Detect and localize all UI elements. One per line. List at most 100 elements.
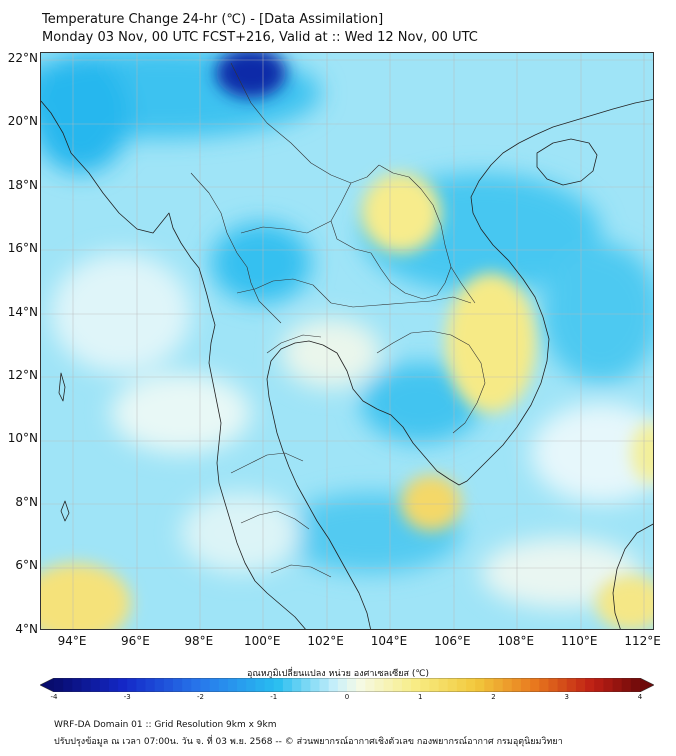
colorbar-segment — [347, 678, 357, 692]
colorbar-segment — [420, 678, 430, 692]
lon-label: 98°E — [184, 634, 214, 648]
colorbar-extend-low — [40, 678, 54, 692]
colorbar-segment — [319, 678, 330, 692]
island-hainan — [536, 138, 598, 186]
colorbar-segment — [475, 678, 485, 692]
colorbar-segment — [301, 678, 311, 692]
colorbar-segment — [282, 678, 293, 692]
colorbar-segment — [621, 678, 632, 692]
colorbar-segment — [246, 678, 256, 692]
lat-label: 10°N — [7, 431, 38, 446]
colorbar-segment — [612, 678, 623, 692]
border-cambodia-vietnam — [376, 330, 486, 434]
border-malaysia — [240, 510, 310, 530]
colorbar-segment — [328, 678, 339, 692]
colorbar-segment — [411, 678, 421, 692]
field-neutral-west — [51, 253, 191, 373]
colorbar-segment — [575, 678, 586, 692]
colorbar-segment — [520, 678, 531, 692]
lon-label: 110°E — [560, 634, 598, 648]
colorbar-tick-label: 2 — [491, 693, 496, 701]
colorbar-tick-label: 3 — [564, 693, 569, 701]
border-laos-vietnam — [378, 164, 476, 304]
island-nicobar — [60, 500, 70, 522]
footer-model-info: WRF-DA Domain 01 :: Grid Resolution 9km … — [54, 720, 277, 730]
lat-label: 14°N — [7, 304, 38, 319]
borders — [190, 62, 486, 578]
lon-label: 112°E — [624, 634, 661, 648]
field-warm-southeast — [596, 575, 653, 629]
lon-label: 104°E — [370, 634, 408, 648]
colorbar-segment — [209, 678, 220, 692]
border-myanmar-thailand — [190, 172, 282, 324]
field-warm-vietnam — [446, 273, 536, 413]
colorbar-segment — [173, 678, 183, 692]
colorbar-segment — [374, 678, 385, 692]
lat-label: 18°N — [7, 177, 38, 192]
colorbar-extend-high — [640, 678, 654, 692]
chart-subtitle: Monday 03 Nov, 00 UTC FCST+216, Valid at… — [42, 30, 478, 45]
lat-label: 8°N — [15, 494, 38, 509]
colorbar-tick-label: 1 — [418, 693, 423, 701]
colorbar-segment — [136, 678, 146, 692]
lat-label: 4°N — [15, 621, 38, 636]
colorbar-segment — [365, 678, 375, 692]
colorbar-segment — [218, 678, 229, 692]
temperature-map — [41, 53, 653, 629]
colorbar-segment — [548, 678, 558, 692]
colorbar-segment — [401, 678, 412, 692]
colorbar-segment — [337, 678, 348, 692]
field-neutral-andaman — [111, 373, 251, 453]
colorbar-segment — [99, 678, 110, 692]
map-frame — [40, 52, 654, 630]
colorbar-tick-label: -4 — [50, 693, 58, 701]
colorbar-segment — [530, 678, 540, 692]
field-cold-gulf-thailand — [361, 363, 481, 443]
border-thai-provinces-3 — [266, 334, 322, 354]
colorbar-segment — [118, 678, 128, 692]
field-neutral-peninsula — [181, 493, 301, 573]
colorbar-segment — [90, 678, 101, 692]
field-cold-east-sea — [541, 243, 653, 383]
colorbar-segment — [227, 678, 238, 692]
colorbar-segment — [493, 678, 504, 692]
colorbar-segment — [466, 678, 476, 692]
colorbar-segment — [310, 678, 320, 692]
colorbar-segment — [429, 678, 439, 692]
coast-gulf-east — [322, 344, 450, 480]
border-malaysia-south — [270, 564, 332, 578]
colorbar-segment — [200, 678, 211, 692]
field-warm-laos — [361, 173, 441, 253]
colorbar-segment — [392, 678, 403, 692]
colorbar-segment — [447, 678, 458, 692]
colorbar-tick-label: -2 — [197, 693, 204, 701]
coast-vietnam-china — [448, 98, 653, 486]
colorbar-segment — [484, 678, 494, 692]
colorbar-segment — [356, 678, 366, 692]
colorbar-segment — [54, 678, 64, 692]
colorbar-segment — [630, 678, 641, 692]
colorbar-segment — [264, 678, 275, 692]
colorbar-tick-label: 4 — [637, 693, 643, 701]
coast-andaman — [41, 100, 306, 629]
colorbar-segment — [127, 678, 137, 692]
lon-label: 108°E — [497, 634, 535, 648]
field-neutral-bangkok — [281, 318, 381, 388]
coastlines — [41, 98, 653, 629]
border-peninsula-1 — [230, 452, 304, 474]
colorbar-title: อุณหภูมิเปลี่ยนแปลง หน่วย องศาเซลเซียส (… — [246, 669, 430, 679]
chart-title: Temperature Change 24-hr (℃) - [Data Ass… — [42, 12, 384, 27]
lon-label: 96°E — [120, 634, 150, 648]
field-warm-south-sea — [401, 475, 461, 531]
border-thai-provinces-1 — [236, 278, 332, 304]
colorbar-segment — [585, 678, 595, 692]
colorbar-segment — [594, 678, 604, 692]
colorbar — [40, 678, 654, 692]
colorbar-tick-label: 0 — [344, 693, 350, 701]
colorbar-segment — [502, 678, 513, 692]
temperature-field-warm — [41, 53, 653, 629]
colorbar-segment — [163, 678, 174, 692]
colorbar-segment — [182, 678, 192, 692]
lon-label: 100°E — [243, 634, 281, 648]
colorbar-segment — [292, 678, 302, 692]
